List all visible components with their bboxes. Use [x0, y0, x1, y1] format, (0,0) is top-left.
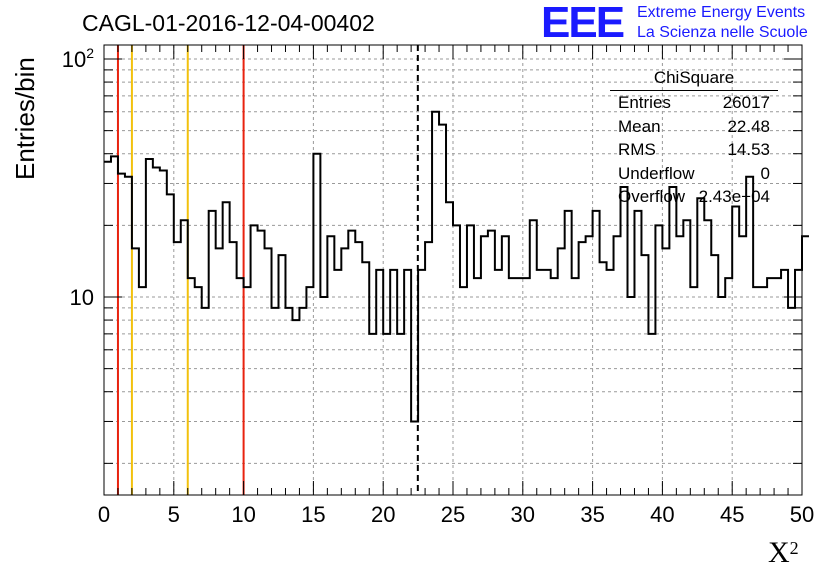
x-tick-label: 5	[168, 502, 180, 527]
x-tick-label: 45	[720, 502, 744, 527]
stats-label: Underflow	[618, 163, 695, 183]
stats-value: 14.53	[727, 140, 770, 159]
logo-line-2: La Scienza nelle Scuole	[637, 24, 808, 41]
x-axis-label: X2	[768, 536, 799, 570]
stats-label: Overflow	[618, 187, 686, 206]
stats-label: Mean	[618, 116, 661, 136]
stats-value: 22.48	[727, 116, 770, 136]
x-tick-label: 15	[301, 502, 325, 527]
x-tick-label: 0	[98, 502, 110, 527]
stats-label: RMS	[618, 140, 656, 159]
stats-row-overflow: Overflow 2.43e+04	[610, 185, 778, 209]
stats-row-mean: Mean 22.48	[610, 115, 778, 139]
histogram-series	[104, 110, 809, 423]
x-axis-label-sup: 2	[789, 538, 799, 558]
grid-lines	[104, 45, 802, 495]
y-tick-label: 102	[62, 45, 94, 72]
chart-title: CAGL-01-2016-12-04-00402	[82, 10, 375, 36]
histogram-line	[104, 110, 809, 423]
stats-value: 2.43e+04	[698, 187, 770, 206]
y-tick-exponent: 2	[86, 45, 94, 61]
y-axis-label: Entries/bin	[10, 57, 40, 180]
stats-row-rms: RMS 14.53	[610, 138, 778, 162]
stats-label: Entries	[618, 93, 671, 112]
stats-name: ChiSquare	[610, 68, 778, 91]
x-tick-label: 40	[650, 502, 674, 527]
stats-row-underflow: Underflow 0	[610, 162, 778, 186]
stats-box: ChiSquare Entries 26017 Mean 22.48 RMS 14.5…	[610, 68, 778, 208]
logo-line-1: Extreme Energy Events	[637, 4, 806, 21]
stats-value: 0	[760, 163, 770, 183]
marker-lines	[116, 45, 419, 495]
x-tick-label: 10	[231, 502, 255, 527]
stats-row-entries: Entries 26017	[610, 91, 778, 115]
x-axis-label-base: X	[768, 536, 790, 569]
x-tick-label: 35	[580, 502, 604, 527]
axis-ticks	[103, 45, 803, 495]
stats-value: 26017	[722, 93, 770, 112]
x-tick-label: 30	[511, 502, 535, 527]
x-tick-label: 25	[441, 502, 465, 527]
y-tick-label: 10	[70, 285, 94, 310]
eee-logo: EEE	[541, 0, 625, 47]
x-tick-label: 50	[790, 502, 814, 527]
x-tick-label: 20	[371, 502, 395, 527]
